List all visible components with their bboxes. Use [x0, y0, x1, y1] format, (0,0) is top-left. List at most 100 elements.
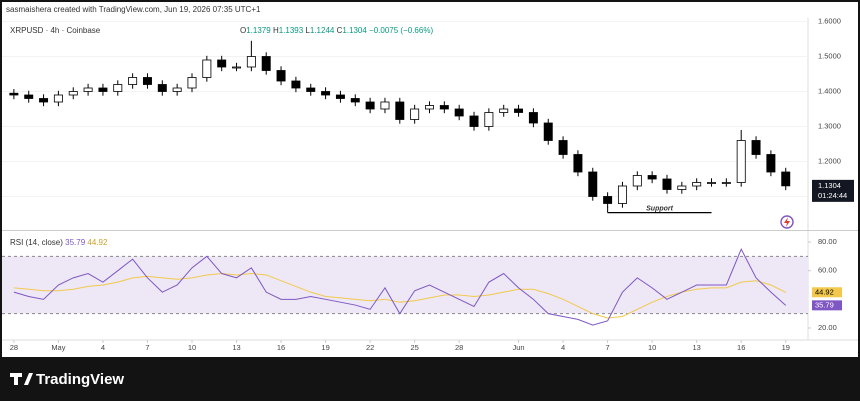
candle-body — [365, 101, 375, 110]
candle-body — [172, 87, 182, 92]
x-tick-label: 13 — [232, 343, 240, 352]
rsi-line — [13, 273, 786, 319]
candle-body — [24, 94, 34, 99]
candle-body — [68, 91, 78, 96]
x-tick-label: 22 — [366, 343, 374, 352]
price-pane: 1.10001.20001.30001.40001.50001.6000Supp… — [2, 16, 854, 214]
candle-body — [335, 94, 345, 99]
candle-body — [246, 56, 256, 68]
y-tick-label: 1.4000 — [818, 86, 841, 95]
candle-body — [157, 84, 167, 92]
candle-body — [632, 175, 642, 187]
candle-body — [261, 56, 271, 71]
rsi-title: RSI (14, close) 35.79 44.92 — [10, 238, 108, 247]
x-tick-label: 7 — [145, 343, 149, 352]
y-tick-label: 1.3000 — [818, 121, 841, 130]
candle-body — [647, 175, 657, 180]
footer-logo: TradingView — [10, 371, 124, 388]
candle-body — [9, 92, 19, 96]
y-tick-label: 20.00 — [818, 323, 837, 332]
candle-body — [380, 101, 390, 110]
candle-body — [617, 185, 627, 204]
h-value: 1.1393 — [279, 26, 304, 35]
x-tick-label: 16 — [737, 343, 745, 352]
legend-ohlc: O1.1379 H1.1393 L1.1244 C1.1304 −0.0075 … — [240, 26, 433, 35]
candle-body — [187, 77, 197, 89]
y-tick-label: 1.6000 — [818, 16, 841, 25]
x-tick-label: 10 — [648, 343, 656, 352]
x-tick-label: 13 — [693, 343, 701, 352]
candle-body — [469, 115, 479, 127]
change: −0.0075 (−0.66%) — [369, 26, 433, 35]
candle-body — [113, 84, 123, 92]
x-tick-label: 19 — [321, 343, 329, 352]
y-tick-label: 80.00 — [818, 237, 837, 246]
value-box — [812, 287, 842, 298]
candle-body — [98, 87, 108, 92]
candle-body — [484, 112, 494, 127]
candle-body — [558, 140, 568, 155]
candle-body — [692, 182, 702, 187]
candle-body — [781, 171, 791, 187]
c: C — [337, 26, 343, 35]
candle-body — [677, 185, 687, 190]
value-box-label: 44.92 — [815, 287, 834, 296]
candle-body — [202, 59, 212, 78]
candle-body — [232, 66, 242, 69]
candle-body — [410, 108, 420, 120]
countdown: 01:24:44 — [818, 191, 847, 200]
x-tick-label: 25 — [410, 343, 418, 352]
candle-body — [53, 94, 63, 103]
x-tick-label: 4 — [561, 343, 565, 352]
candle-body — [721, 182, 731, 184]
candle-body — [439, 105, 449, 110]
x-tick-label: 16 — [277, 343, 285, 352]
candle-body — [321, 91, 331, 96]
candle-body — [662, 178, 672, 190]
rsi-band — [2, 256, 808, 314]
candle-body — [128, 77, 138, 85]
header-text: sasmaishera created with TradingView.com… — [6, 5, 261, 14]
candle-body — [588, 171, 598, 197]
alert-icon — [780, 215, 794, 229]
logo-text: TradingView — [36, 371, 124, 388]
candle-body — [83, 87, 93, 92]
o: O — [240, 26, 246, 35]
candle-body — [454, 108, 464, 117]
candle-body — [543, 122, 553, 141]
price-label-box — [812, 179, 854, 202]
support-label: Support — [646, 205, 673, 212]
candle-body — [142, 77, 152, 85]
value-box — [812, 300, 842, 311]
candle-body — [573, 154, 583, 173]
candle-body — [707, 182, 716, 184]
candle-body — [291, 80, 301, 89]
candle-body — [736, 140, 746, 183]
x-tick-label: 10 — [188, 343, 196, 352]
price-label: 1.1304 — [818, 181, 841, 190]
candle-body — [350, 98, 360, 103]
x-tick-label: 4 — [101, 343, 105, 352]
candle-body — [499, 108, 509, 113]
symbol: XRPUSD · 4h · Coinbase — [10, 26, 101, 35]
value-box-label: 35.79 — [815, 300, 834, 309]
y-tick-label: 1.5000 — [818, 51, 841, 60]
candle-body — [276, 70, 286, 82]
l: L — [305, 26, 310, 35]
x-tick-label: Jun — [513, 343, 525, 352]
candle-body — [751, 140, 761, 155]
candle-body — [425, 105, 434, 110]
candle-body — [217, 59, 227, 68]
candle-body — [528, 112, 538, 124]
x-tick-label: 28 — [10, 343, 18, 352]
candle-body — [514, 108, 524, 113]
x-tick-label: May — [51, 343, 65, 352]
rsi-value: 35.79 — [65, 238, 86, 247]
rsi-ma-value: 44.92 — [87, 238, 108, 247]
y-tick-label: 60.00 — [818, 266, 837, 275]
y-tick-label: 1.2000 — [818, 156, 841, 165]
x-tick-label: 7 — [606, 343, 610, 352]
o-value: 1.1379 — [246, 26, 271, 35]
x-tick-label: 19 — [782, 343, 790, 352]
